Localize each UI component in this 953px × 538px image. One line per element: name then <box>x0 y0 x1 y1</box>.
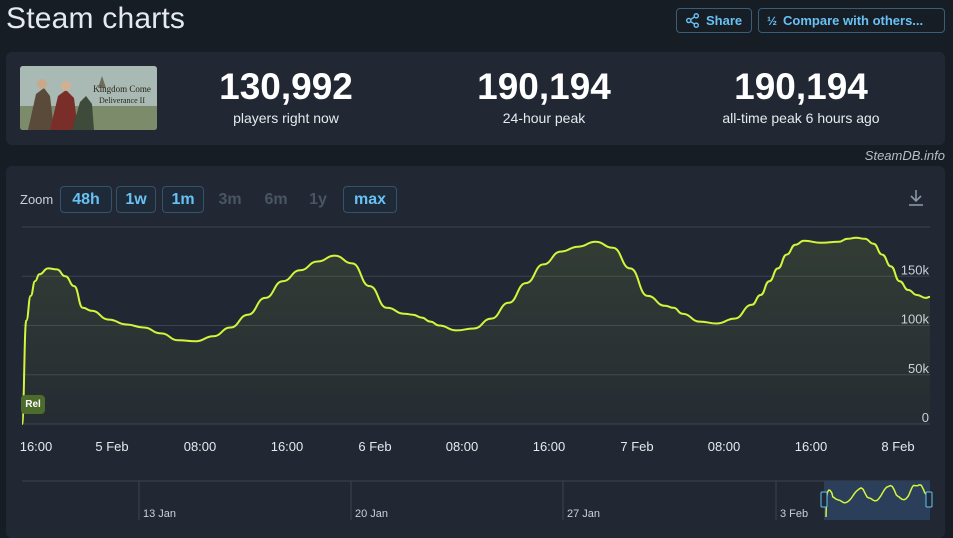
stat-label: 24-hour peak <box>502 110 586 126</box>
zoom-6m-button: 6m <box>264 190 288 208</box>
stat-all-time-peak: 190,194 all-time peak 6 hours ago <box>691 66 911 126</box>
release-marker[interactable]: Rel <box>21 395 45 414</box>
share-button[interactable]: Share <box>676 8 752 33</box>
game-art: Kingdom Come Deliverance II <box>20 66 157 130</box>
zoom-3m-button: 3m <box>218 190 242 208</box>
compare-icon: ½ <box>767 13 778 28</box>
stat-value: 190,194 <box>734 66 868 107</box>
stat-label: players right now <box>233 110 339 126</box>
svg-text:Deliverance II: Deliverance II <box>99 96 145 105</box>
zoom-1y-button: 1y <box>309 190 327 208</box>
share-label: Share <box>706 13 743 28</box>
zoom-label: Zoom <box>20 192 54 207</box>
stat-current-players: 130,992 players right now <box>176 66 396 126</box>
stat-24h-peak: 190,194 24-hour peak <box>434 66 654 126</box>
share-icon <box>685 13 700 28</box>
zoom-1w-button[interactable]: 1w <box>116 186 156 213</box>
game-capsule-image[interactable]: Kingdom Come Deliverance II <box>20 66 157 130</box>
compare-button[interactable]: ½ Compare with others... <box>758 8 945 33</box>
stat-value: 190,194 <box>477 66 611 107</box>
svg-text:Kingdom Come: Kingdom Come <box>93 84 151 94</box>
zoom-1m-button[interactable]: 1m <box>162 186 204 213</box>
page-title: Steam charts <box>6 2 186 35</box>
stats-panel <box>6 52 945 145</box>
stat-label: all-time peak 6 hours ago <box>722 110 880 126</box>
stat-value: 130,992 <box>219 66 353 107</box>
release-marker-label: Rel <box>25 399 41 410</box>
compare-label: Compare with others... <box>783 13 924 28</box>
steamdb-watermark: SteamDB.info <box>864 148 945 163</box>
download-icon[interactable] <box>906 188 926 208</box>
chart-panel <box>6 166 945 538</box>
zoom-48h-button[interactable]: 48h <box>60 186 112 213</box>
zoom-max-button[interactable]: max <box>343 186 397 213</box>
